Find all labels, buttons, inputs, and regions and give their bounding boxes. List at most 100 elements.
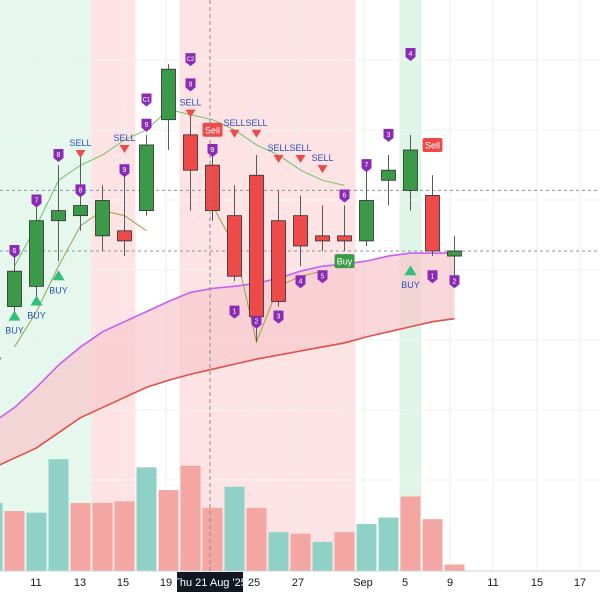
- volume-bar: [334, 532, 355, 571]
- counter-marker: 1: [229, 305, 240, 319]
- counter-marker: 9: [119, 164, 130, 178]
- x-tick-label: Sep: [353, 577, 373, 589]
- counter-tag-icon: [9, 245, 20, 258]
- counter-marker: 4: [405, 48, 416, 62]
- signal-marker[interactable]: SELL: [69, 138, 92, 158]
- candle[interactable]: [359, 170, 374, 246]
- counter-label: 3: [277, 314, 281, 321]
- candle[interactable]: [403, 134, 418, 211]
- counter-tag-icon: [251, 315, 262, 329]
- signal-label: SELL: [311, 153, 333, 163]
- volume-bar: [48, 459, 69, 571]
- candle[interactable]: [447, 235, 462, 277]
- candle-body: [249, 174, 264, 318]
- candle[interactable]: [161, 64, 176, 150]
- candle-body: [161, 68, 176, 121]
- candle[interactable]: [139, 134, 154, 216]
- signal-marker[interactable]: SELL: [245, 118, 268, 138]
- candle[interactable]: [29, 200, 44, 297]
- volume-bar: [224, 486, 245, 571]
- signal-marker[interactable]: SELL: [311, 153, 334, 174]
- counter-label: 7: [35, 198, 39, 205]
- signal-marker[interactable]: BUY: [5, 310, 24, 336]
- counter-tag-icon: [31, 194, 42, 208]
- signal-marker[interactable]: BUY: [401, 265, 420, 290]
- counter-markers: 5678899C19C29C2912345673412: [9, 48, 460, 329]
- candle[interactable]: [249, 155, 264, 342]
- counter-tag-icon: [75, 184, 86, 198]
- counter-label: 8: [57, 152, 61, 159]
- signal-marker[interactable]: Sell: [202, 122, 223, 137]
- x-tick-label: 9: [447, 577, 453, 589]
- signal-marker[interactable]: SELL: [289, 143, 312, 164]
- candle-body: [381, 169, 396, 181]
- x-tick-label: 5: [402, 577, 408, 589]
- signal-marker[interactable]: SELL: [179, 98, 202, 118]
- volume-bar: [444, 564, 465, 571]
- counter-label: 1: [233, 309, 237, 316]
- candle[interactable]: [183, 114, 198, 211]
- candle-body: [403, 149, 418, 191]
- volume-bar: [356, 524, 377, 571]
- counter-tag-icon: [295, 275, 306, 289]
- candle[interactable]: [7, 256, 22, 317]
- candle[interactable]: [51, 165, 66, 262]
- candle[interactable]: [205, 150, 220, 221]
- signal-marker[interactable]: BUY: [49, 270, 68, 295]
- signal-marker[interactable]: SELL: [113, 133, 136, 153]
- volume-bar: [136, 467, 157, 571]
- buy-badge-icon: [334, 254, 355, 269]
- sell-triangle-icon: [229, 129, 240, 138]
- candle[interactable]: [315, 205, 330, 251]
- signal-marker[interactable]: Buy: [334, 254, 355, 269]
- volume-bar: [268, 532, 289, 571]
- counter-tag-icon: [317, 270, 328, 284]
- counter-marker: 9: [141, 118, 152, 132]
- signal-markers: BUYBUYBUYBUYSELLSELLSELLSellSELLSELLSELL…: [0, 98, 443, 366]
- volume-bar: [0, 502, 3, 571]
- volume-bar: [400, 496, 421, 571]
- ma-band: [0, 253, 455, 465]
- counter-tag-icon: [449, 275, 460, 289]
- volume-bar: [70, 502, 91, 571]
- counter-label: C1: [143, 98, 151, 104]
- purple-line: [0, 252, 455, 419]
- volume-bar: [422, 519, 443, 571]
- signal-marker[interactable]: BUY: [27, 295, 46, 321]
- counter-marker: 4: [295, 275, 306, 289]
- candle-body: [227, 215, 242, 277]
- counter-tag-icon: [141, 118, 152, 132]
- candle[interactable]: [293, 195, 308, 267]
- counter-marker: 7: [361, 159, 372, 173]
- candle[interactable]: [381, 155, 396, 206]
- counter-marker: 3: [383, 128, 394, 142]
- x-tick-label: 13: [74, 577, 86, 589]
- counter-tag-icon: [185, 53, 196, 67]
- candle-body: [117, 230, 132, 242]
- counter-label: 2: [255, 319, 259, 326]
- ma-band-fill: [0, 253, 455, 465]
- candle[interactable]: [425, 175, 440, 257]
- counter-tag-icon: [119, 164, 130, 178]
- buy-triangle-icon: [404, 265, 417, 276]
- x-tick-label: 15: [531, 577, 543, 589]
- signal-marker[interactable]: SELL: [267, 143, 290, 164]
- volume-bars: [0, 459, 465, 571]
- red-line: [0, 317, 455, 466]
- signal-marker[interactable]: SELL: [223, 118, 246, 138]
- candle[interactable]: [227, 185, 242, 282]
- volume-bar: [158, 490, 179, 571]
- volume-bar: [202, 507, 223, 571]
- candle[interactable]: [337, 205, 352, 251]
- candle-body: [359, 200, 374, 242]
- candle[interactable]: [95, 185, 110, 251]
- signal-marker[interactable]: Sell: [422, 137, 443, 152]
- candle-body: [447, 250, 462, 257]
- counter-marker: 8: [75, 184, 86, 198]
- signal-marker[interactable]: BUY: [0, 341, 2, 366]
- candle[interactable]: [117, 175, 132, 257]
- signal-label: SELL: [267, 143, 289, 153]
- candle[interactable]: [271, 190, 286, 307]
- counter-tag-icon: [53, 149, 64, 163]
